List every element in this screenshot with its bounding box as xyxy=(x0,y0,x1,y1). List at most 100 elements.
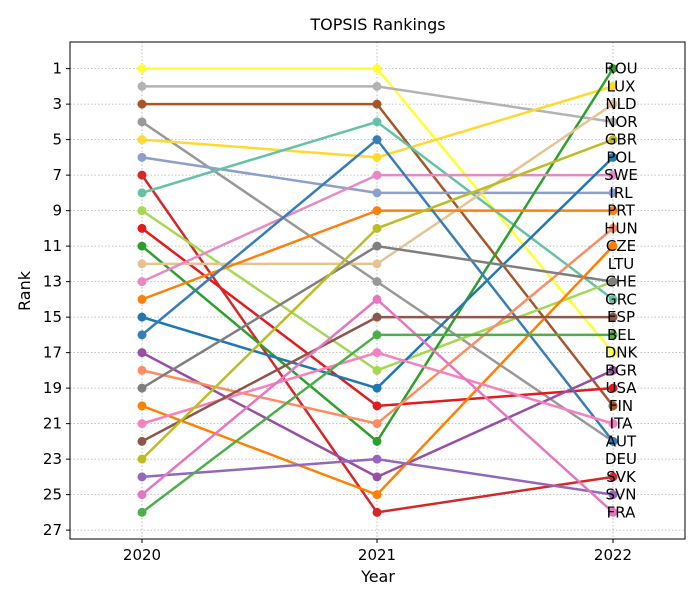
data-point xyxy=(608,81,618,91)
series-svn xyxy=(137,294,618,517)
series-line xyxy=(142,103,614,266)
x-axis-title: Year xyxy=(360,567,395,586)
data-point xyxy=(372,135,382,145)
end-label-fra: FRA xyxy=(607,503,636,521)
y-tick-label: 19 xyxy=(43,379,62,397)
data-point xyxy=(137,117,147,127)
data-point xyxy=(137,170,147,180)
data-point xyxy=(608,277,618,287)
data-point xyxy=(372,81,382,91)
x-tick-label: 2020 xyxy=(123,546,161,564)
data-point xyxy=(137,64,147,74)
end-label-fin: FIN xyxy=(609,397,633,415)
end-label-swe: SWE xyxy=(604,166,638,184)
series-cze xyxy=(137,64,618,446)
y-tick-label: 13 xyxy=(43,273,62,291)
data-point xyxy=(608,490,618,500)
series-bgr xyxy=(137,223,618,429)
series-usa xyxy=(137,241,618,393)
end-label-pol: POL xyxy=(606,148,636,166)
data-point xyxy=(372,206,382,216)
data-point xyxy=(137,99,147,109)
data-point xyxy=(372,436,382,446)
data-point xyxy=(137,436,147,446)
data-point xyxy=(372,490,382,500)
data-point xyxy=(137,419,147,429)
data-point xyxy=(608,365,618,375)
data-point xyxy=(137,383,147,393)
end-label-ita: ITA xyxy=(610,415,633,433)
data-point xyxy=(608,383,618,393)
y-tick-label: 15 xyxy=(43,308,62,326)
end-label-bel: BEL xyxy=(607,326,636,344)
x-tick-label: 2021 xyxy=(358,546,396,564)
data-point xyxy=(608,117,618,127)
data-point xyxy=(137,152,147,162)
data-point xyxy=(372,348,382,358)
series-aut xyxy=(137,312,618,446)
data-point xyxy=(372,241,382,251)
series-fra xyxy=(137,330,618,517)
y-tick-label: 3 xyxy=(52,95,62,113)
y-tick-label: 27 xyxy=(43,521,62,539)
data-point xyxy=(372,64,382,74)
series-svk xyxy=(137,454,618,500)
data-point xyxy=(372,170,382,180)
data-point xyxy=(608,294,618,304)
end-label-aut: AUT xyxy=(606,432,637,450)
end-label-nor: NOR xyxy=(604,113,637,131)
end-label-esp: ESP xyxy=(607,308,635,326)
data-point xyxy=(608,312,618,322)
series-rou xyxy=(137,64,618,358)
y-axis-title: Rank xyxy=(15,270,34,311)
end-label-dnk: DNK xyxy=(605,344,639,362)
data-point xyxy=(372,223,382,233)
y-tick-label: 17 xyxy=(43,344,62,362)
data-point xyxy=(608,507,618,517)
data-point xyxy=(372,277,382,287)
data-point xyxy=(372,454,382,464)
data-point xyxy=(608,206,618,216)
data-point xyxy=(608,241,618,251)
data-point xyxy=(608,152,618,162)
end-label-irl: IRL xyxy=(609,184,633,202)
end-label-grc: GRC xyxy=(605,290,637,308)
data-point xyxy=(137,81,147,91)
series-line xyxy=(141,138,614,443)
end-label-che: CHE xyxy=(605,273,636,291)
end-label-prt: PRT xyxy=(607,202,635,220)
end-label-gbr: GBR xyxy=(605,131,637,149)
data-point xyxy=(137,401,147,411)
data-point xyxy=(608,348,618,358)
series-che xyxy=(137,170,618,287)
y-tick-label: 9 xyxy=(52,202,62,220)
data-point xyxy=(608,436,618,446)
y-tick-label: 11 xyxy=(43,237,62,255)
y-tick-label: 25 xyxy=(43,486,62,504)
data-point xyxy=(372,312,382,322)
end-label-hun: HUN xyxy=(604,219,637,237)
data-point xyxy=(372,294,382,304)
data-point xyxy=(137,330,147,340)
data-point xyxy=(137,454,147,464)
y-tick-label: 1 xyxy=(52,60,62,78)
data-point xyxy=(137,188,147,198)
data-point xyxy=(137,223,147,233)
series-nld xyxy=(137,99,618,411)
series-bel xyxy=(137,135,618,446)
data-point xyxy=(372,419,382,429)
data-point xyxy=(137,206,147,216)
series-ltu xyxy=(137,99,618,269)
x-tick-label: 2022 xyxy=(594,546,632,564)
end-label-deu: DEU xyxy=(605,450,637,468)
data-point xyxy=(372,472,382,482)
end-label-nld: NLD xyxy=(605,95,636,113)
data-point xyxy=(372,152,382,162)
end-label-lux: LUX xyxy=(607,77,636,95)
end-label-bgr: BGR xyxy=(605,361,637,379)
data-point xyxy=(608,99,618,109)
data-point xyxy=(372,401,382,411)
data-point xyxy=(608,401,618,411)
